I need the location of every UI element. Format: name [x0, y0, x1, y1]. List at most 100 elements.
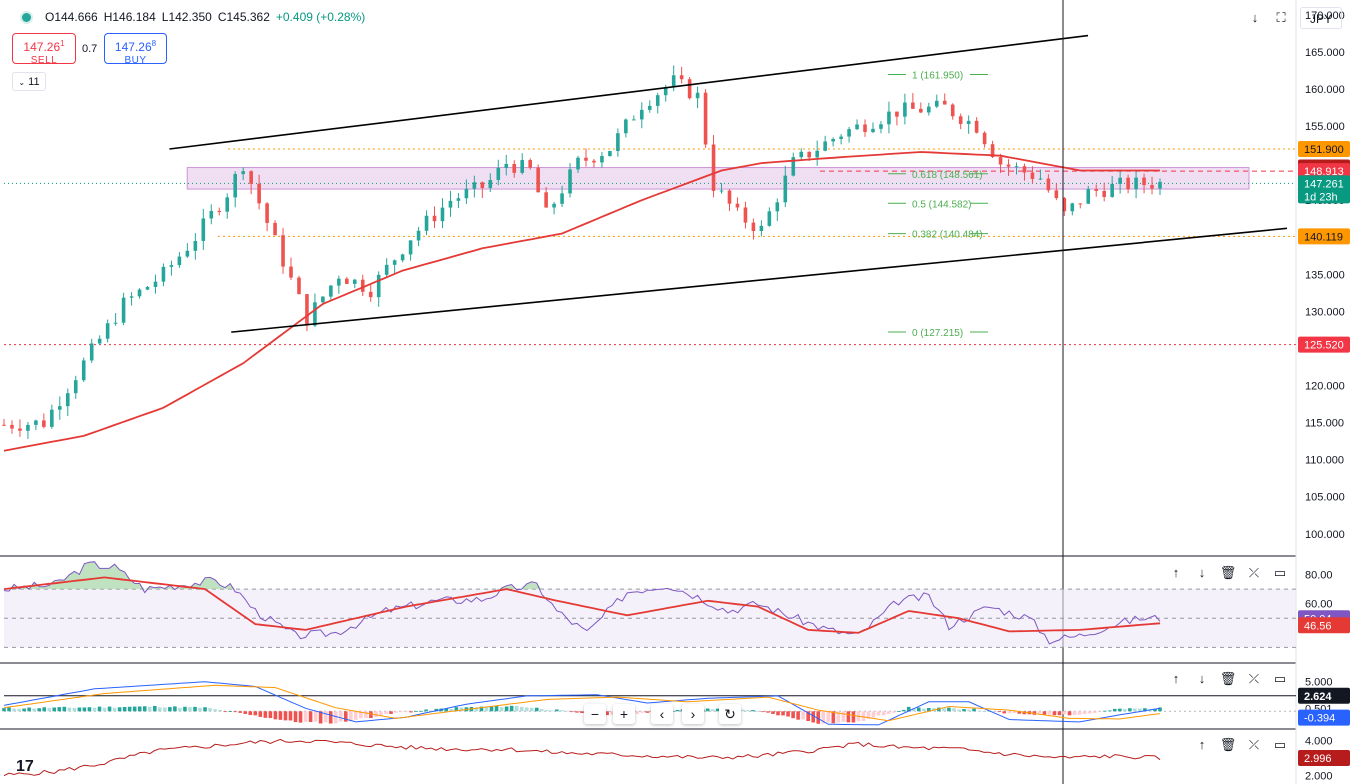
- candle-body: [759, 225, 764, 232]
- macd-histogram-bar: [409, 711, 413, 713]
- macd-histogram-bar: [218, 709, 222, 712]
- scroll-left-button[interactable]: ‹: [651, 704, 673, 724]
- macd-histogram-bar: [570, 711, 574, 713]
- macd-histogram-bar: [323, 711, 328, 723]
- candle-body: [831, 138, 835, 142]
- collapse-icon[interactable]: ⤫: [1248, 737, 1260, 752]
- candle-body: [950, 104, 955, 117]
- zoom-in-button[interactable]: +: [613, 704, 635, 724]
- macd-histogram-bar: [891, 711, 896, 713]
- collapse-icon[interactable]: ⤫: [1248, 565, 1260, 580]
- candle-body: [416, 230, 421, 241]
- macd-histogram-bar: [715, 708, 720, 712]
- macd-histogram-bar: [454, 707, 459, 712]
- macd-histogram-bar: [821, 711, 826, 724]
- candle-body: [711, 144, 716, 191]
- fullscreen-icon[interactable]: ⛶: [1276, 10, 1286, 25]
- candle-body: [855, 124, 859, 130]
- buy-button[interactable]: 147.268 BUY: [104, 33, 167, 66]
- delete-icon[interactable]: 🗑: [1219, 737, 1237, 752]
- sell-button[interactable]: 147.261 SELL: [12, 33, 76, 66]
- candle-body: [544, 192, 548, 208]
- candle-body: [209, 210, 214, 219]
- macd-histogram-bar: [77, 707, 82, 712]
- ohlc-low: L142.350: [161, 10, 212, 24]
- candle-body: [799, 151, 804, 158]
- candle-body: [807, 151, 812, 158]
- macd-histogram-bar: [519, 706, 524, 712]
- macd-histogram-bar: [1007, 711, 1012, 714]
- macd-histogram-bar: [831, 711, 836, 724]
- pane-up-icon[interactable]: ↑: [1172, 671, 1180, 686]
- candle-body: [671, 75, 676, 88]
- zoom-out-button[interactable]: −: [584, 704, 606, 724]
- candle-body: [687, 79, 692, 99]
- maximize-icon[interactable]: ▭: [1273, 737, 1287, 752]
- currency-selector[interactable]: JPY: [1300, 7, 1342, 29]
- sell-price: 147.26: [23, 40, 61, 54]
- sell-price-pip: 1: [60, 39, 65, 48]
- price-axis-badge: [1298, 336, 1350, 353]
- timeframe-button[interactable]: ⌄ 11: [12, 72, 46, 91]
- tradingview-logo[interactable]: 17: [16, 758, 34, 775]
- candle-body: [990, 144, 995, 158]
- candle-body: [847, 129, 851, 137]
- buy-price-pip: 8: [151, 39, 157, 48]
- candle-body: [895, 111, 899, 117]
- delete-icon[interactable]: 🗑: [1219, 565, 1237, 580]
- maximize-icon[interactable]: ▭: [1273, 565, 1287, 580]
- candle-body: [496, 167, 501, 180]
- pane-down-icon[interactable]: ↓: [1198, 671, 1206, 686]
- pane-up-icon[interactable]: ↑: [1172, 565, 1180, 580]
- candle-body: [608, 151, 612, 157]
- macd-histogram-bar: [1117, 708, 1122, 712]
- arrow-down-icon[interactable]: ↓: [1251, 10, 1259, 25]
- macd-histogram-bar: [881, 711, 886, 716]
- macd-histogram-bar: [741, 709, 745, 712]
- y-tick-label: 155.000: [1305, 121, 1345, 133]
- macd-histogram-bar: [927, 707, 931, 712]
- macd-histogram-bar: [1123, 709, 1127, 712]
- candle-body: [257, 183, 261, 204]
- macd-histogram-bar: [786, 711, 790, 717]
- candle-body: [974, 120, 979, 133]
- macd-histogram-bar: [806, 711, 810, 722]
- pane-down-icon[interactable]: ↓: [1198, 565, 1206, 580]
- macd-histogram-bar: [208, 708, 212, 712]
- macd-histogram-bar: [102, 707, 107, 712]
- macd-histogram-bar: [87, 707, 92, 712]
- ohlc-high: H146.184: [103, 10, 156, 24]
- macd-histogram-bar: [937, 707, 941, 712]
- macd-histogram-bar: [117, 707, 122, 712]
- macd-histogram-bar: [414, 711, 418, 712]
- maximize-icon[interactable]: ▭: [1273, 671, 1287, 686]
- collapse-icon[interactable]: ⤫: [1248, 671, 1260, 686]
- macd-histogram-bar: [1057, 711, 1062, 716]
- candle-body: [225, 197, 230, 212]
- candle-body: [512, 164, 517, 173]
- reset-chart-button[interactable]: ↻: [719, 704, 741, 724]
- macd-histogram-bar: [534, 707, 539, 712]
- candle-body: [982, 132, 987, 145]
- macd-level-label: 2.624: [1304, 691, 1332, 703]
- macd-histogram-bar: [952, 708, 956, 712]
- macd-histogram-bar: [766, 711, 770, 713]
- macd-histogram-bar: [846, 711, 851, 723]
- pane-up-icon[interactable]: ↑: [1198, 737, 1206, 752]
- y-tick-label: 100.000: [1305, 529, 1345, 541]
- candle-body: [352, 279, 357, 284]
- macd-histogram-bar: [801, 711, 805, 720]
- rsi-ma-value-badge: [1298, 617, 1350, 634]
- macd-histogram-bar: [112, 707, 117, 712]
- macd-histogram-bar: [404, 711, 408, 713]
- macd-histogram-bar: [67, 707, 72, 712]
- candle-body: [879, 124, 883, 129]
- candle-body: [265, 203, 269, 223]
- macd-histogram-bar: [565, 710, 569, 712]
- candle-body: [783, 175, 788, 203]
- candle-body: [624, 119, 628, 134]
- delete-icon[interactable]: 🗑: [1219, 671, 1237, 686]
- candle-body: [751, 222, 756, 232]
- scroll-right-button[interactable]: ›: [682, 704, 704, 724]
